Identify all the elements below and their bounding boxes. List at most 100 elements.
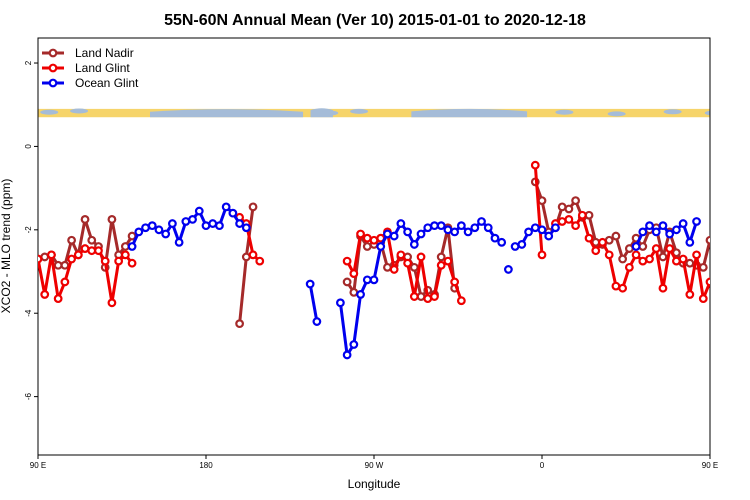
series-line xyxy=(308,283,319,322)
data-point xyxy=(436,260,446,270)
data-point xyxy=(342,350,352,360)
legend-item: Land Glint xyxy=(42,61,130,75)
data-point xyxy=(470,223,480,233)
data-point xyxy=(611,231,621,241)
data-point xyxy=(403,227,413,237)
data-point xyxy=(389,265,399,274)
data-point xyxy=(248,202,258,212)
ocean-inlet xyxy=(320,110,339,116)
data-point xyxy=(154,225,164,235)
ocean-inlet xyxy=(555,109,574,115)
data-point xyxy=(416,252,426,262)
data-point xyxy=(692,217,701,226)
data-point xyxy=(430,221,439,231)
ocean-inlet xyxy=(607,111,626,117)
data-point xyxy=(114,256,124,266)
data-point xyxy=(618,254,628,264)
data-point xyxy=(248,250,258,260)
data-point xyxy=(544,231,554,241)
data-point xyxy=(638,227,648,237)
data-point xyxy=(557,217,567,226)
data-point xyxy=(665,229,675,239)
legend-marker xyxy=(48,63,58,73)
y-tick-label: -6 xyxy=(24,393,33,401)
data-point xyxy=(53,294,63,304)
y-tick-label: 0 xyxy=(24,144,33,149)
data-point xyxy=(356,290,365,299)
data-point xyxy=(443,256,453,266)
series-layer xyxy=(38,160,747,360)
data-point xyxy=(624,262,634,272)
data-point xyxy=(551,223,560,233)
data-point xyxy=(127,242,137,251)
series-line xyxy=(238,216,261,263)
x-axis: 90 E 180 90 W 0 90 E xyxy=(30,455,718,470)
data-point xyxy=(188,214,197,224)
data-point xyxy=(241,252,251,262)
data-point xyxy=(342,277,352,287)
data-point xyxy=(577,210,587,220)
data-point xyxy=(598,237,607,247)
data-point xyxy=(255,256,265,266)
ocean-inlet xyxy=(663,109,682,115)
data-point xyxy=(342,256,352,266)
data-point xyxy=(564,214,574,224)
data-point xyxy=(416,229,426,239)
data-point xyxy=(60,260,70,270)
data-point xyxy=(409,262,419,272)
x-tick-label: 180 xyxy=(199,461,213,470)
data-point xyxy=(658,283,668,293)
data-point xyxy=(161,229,171,239)
data-point xyxy=(584,210,594,220)
data-point xyxy=(53,260,63,270)
data-point xyxy=(631,242,641,251)
data-point xyxy=(362,242,372,251)
y-tick-label: -4 xyxy=(24,309,33,317)
legend-marker xyxy=(48,48,58,58)
data-point xyxy=(107,298,117,308)
data-point xyxy=(517,240,527,249)
data-point xyxy=(349,340,359,349)
data-point xyxy=(141,223,150,233)
y-tick-label: -2 xyxy=(24,226,33,234)
ocean-inlet xyxy=(70,108,89,114)
data-point xyxy=(692,250,701,260)
data-point xyxy=(611,281,621,291)
data-point xyxy=(727,237,734,244)
data-point xyxy=(409,292,419,301)
data-point xyxy=(67,235,76,245)
data-point xyxy=(127,258,137,268)
data-point xyxy=(740,245,747,252)
data-point xyxy=(40,252,50,262)
data-point xyxy=(727,245,734,252)
series-line xyxy=(533,181,710,269)
legend-marker xyxy=(48,78,58,88)
data-point xyxy=(120,250,130,260)
data-point xyxy=(409,240,419,249)
data-point xyxy=(67,254,76,264)
data-point xyxy=(672,225,681,235)
data-point xyxy=(403,258,413,268)
data-point xyxy=(483,223,493,233)
data-point xyxy=(73,250,83,260)
data-point xyxy=(564,204,574,214)
series-line xyxy=(554,213,710,301)
data-point xyxy=(376,242,386,251)
data-point xyxy=(396,219,406,228)
data-point xyxy=(720,252,727,259)
data-point xyxy=(87,235,97,245)
data-point xyxy=(235,319,245,329)
data-point xyxy=(134,227,144,237)
data-point xyxy=(604,250,614,260)
data-point xyxy=(80,214,90,224)
x-tick-label: 90 E xyxy=(30,461,46,470)
data-point xyxy=(94,246,103,256)
data-point xyxy=(362,233,372,243)
data-point xyxy=(369,235,379,245)
data-point xyxy=(215,221,224,231)
data-point xyxy=(181,217,191,226)
data-point xyxy=(705,277,710,287)
data-point xyxy=(537,196,547,206)
data-point xyxy=(685,258,695,268)
